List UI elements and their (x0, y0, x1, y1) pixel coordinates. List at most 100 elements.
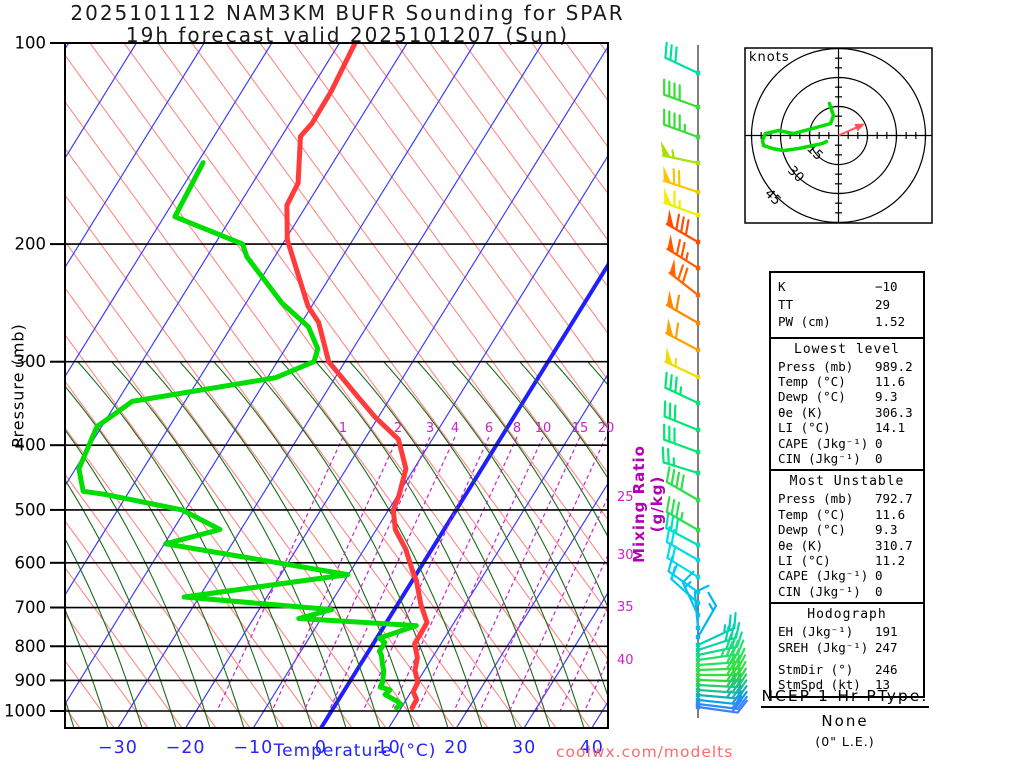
barb-stem (663, 108, 700, 139)
barb-station-dot (695, 634, 701, 640)
mixing-ratio-label: 20 (598, 421, 615, 436)
stats-row: EH (Jkg⁻¹) 191 (771, 624, 923, 639)
pressure-tick-label: 800 (15, 637, 47, 656)
mixing-ratio-line (303, 436, 431, 712)
barb-station-dot (695, 160, 701, 166)
dry-adiabat-line (395, 43, 608, 335)
barb-station-dot (695, 70, 701, 76)
barb-station-dot (695, 347, 701, 353)
stats-row: CIN (Jkg⁻¹) 0 (771, 584, 923, 599)
wind-barb (660, 140, 701, 166)
mixing-ratio-label: 10 (535, 421, 552, 436)
stats-row-label: K (778, 279, 786, 294)
stats-row: CAPE (Jkg⁻¹) 0 (771, 436, 923, 451)
isotherm-line (65, 43, 341, 487)
stats-row: PW (cm) 1.52 (771, 313, 923, 331)
barb-station-dot (695, 542, 701, 548)
wind-barb (695, 639, 745, 663)
plot-border (64, 42, 609, 729)
barb-flag (663, 165, 672, 184)
barb-station-dot (695, 212, 701, 218)
barb-station-dot (695, 589, 701, 595)
barb-stem (696, 667, 748, 683)
isotherm-line (117, 43, 544, 728)
barb-station-dot (695, 527, 701, 533)
ptype-extra: (0" L.E.) (815, 734, 875, 749)
barb-station-dot (695, 427, 701, 433)
wind-barb (665, 318, 701, 353)
moist-adiabat-line (65, 385, 245, 728)
storm-motion-arrowhead (854, 123, 866, 132)
ptype-block: NCEP 1-Hr PType: None (0" L.E.) (745, 686, 945, 749)
stats-row-value: 191 (875, 624, 898, 640)
barb-stem (666, 238, 700, 270)
stats-row: StmSpd (kt) 13 (771, 677, 923, 692)
barb-station-dot (695, 625, 701, 631)
temp-tick-label: 30 (512, 738, 536, 758)
wind-barb (666, 234, 701, 271)
pressure-tick-label: 200 (15, 235, 47, 254)
mixing-ratio-label: 3 (426, 421, 434, 436)
chart-title-line1: 2025101112 NAM3KM BUFR Sounding for SPAR (70, 1, 625, 25)
dry-adiabat-line (89, 43, 591, 728)
barb-station-dot (695, 704, 701, 710)
stats-section-title: Hodograph (807, 607, 887, 623)
barb-station-dot (695, 672, 701, 678)
barb-station-dot (695, 265, 701, 271)
wind-barb (695, 684, 748, 700)
mixing-ratio-axis-label: Mixing Ratio (g/kg) (630, 445, 666, 563)
stats-row: Temp (°C) 11.6 (771, 507, 923, 522)
hodograph-trace (760, 101, 836, 153)
dry-adiabat-line (327, 43, 608, 428)
moist-adiabat-line (247, 361, 449, 728)
stats-row: TT 29 (771, 296, 923, 314)
wind-barb (665, 526, 701, 563)
stats-row: SREH (Jkg⁻¹) 247 (771, 640, 923, 655)
stats-row-value: 11.6 (875, 373, 906, 389)
wind-barb (665, 290, 701, 326)
dry-adiabat-line (225, 43, 608, 568)
stats-row: Press (mb) 792.7 (771, 491, 923, 506)
stats-row-label: PW (cm) (778, 314, 831, 329)
isotherm-line (0, 43, 1, 728)
barb-station-dot (695, 320, 701, 326)
skewt-grid (0, 43, 608, 728)
pressure-axis-label: Pressure (mb) (8, 323, 28, 448)
barb-station-dot (695, 374, 701, 380)
stats-row-value: −10 (875, 279, 898, 294)
stats-row-value: 0 (875, 435, 883, 451)
stats-row-label: EH (Jkg⁻¹) (778, 624, 854, 640)
dry-adiabat-line (429, 43, 608, 288)
barb-flag (665, 346, 673, 366)
stats-row-value: 29 (875, 296, 891, 312)
barb-stem (663, 400, 700, 432)
mixing-ratio-label: 6 (485, 421, 493, 436)
dry-adiabat-line (259, 43, 608, 521)
barb-stem (661, 446, 700, 475)
wind-barb (695, 591, 718, 640)
mixing-ratio-label: 4 (451, 421, 459, 436)
stats-row-label: LI (°C) (778, 420, 831, 436)
stats-row-value: 0 (875, 450, 883, 466)
stats-row: LI (°C) 11.2 (771, 553, 923, 568)
isotherm-line (455, 482, 608, 728)
barb-stem (662, 168, 700, 194)
stats-section: Hodograph EH (Jkg⁻¹) 191 SREH (Jkg⁻¹) 247 Stm… (771, 602, 923, 696)
moist-adiabat-line (213, 361, 415, 728)
stats-row: StmDir (°) 246 (771, 662, 923, 677)
stats-row-value: 246 (875, 662, 898, 677)
stats-row: K −10 (771, 278, 923, 296)
pressure-tick-label: 300 (15, 352, 47, 371)
moist-adiabat-line (65, 428, 211, 728)
stats-row-value: 9.3 (875, 522, 898, 538)
dry-adiabat-line (65, 426, 285, 728)
dry-adiabat-line (463, 43, 608, 242)
stats-gap (771, 655, 923, 662)
pressure-tick-label: 600 (15, 553, 47, 572)
mixing-ratio-label: 30 (617, 548, 634, 563)
barb-station-dot (695, 470, 701, 476)
moist-adiabat-line (349, 361, 551, 728)
barb-station-dot (695, 677, 701, 683)
moist-adiabat-line (587, 361, 608, 386)
barb-stem (665, 496, 700, 532)
